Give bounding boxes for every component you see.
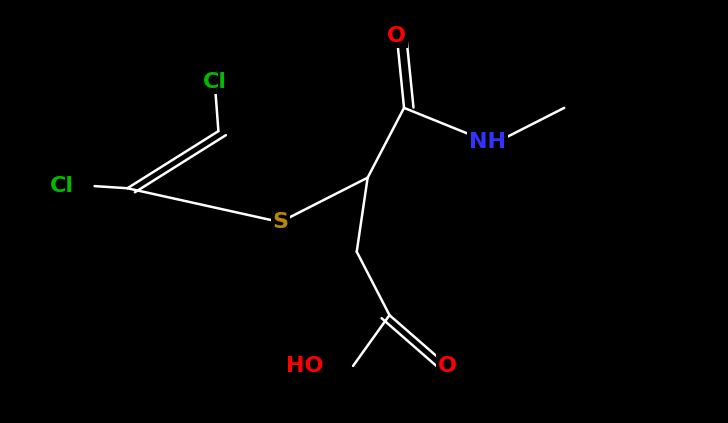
Text: NH: NH: [470, 132, 506, 152]
Text: O: O: [438, 356, 457, 376]
Text: Cl: Cl: [50, 176, 74, 196]
Text: Cl: Cl: [203, 72, 226, 93]
Text: O: O: [387, 26, 406, 46]
Text: HO: HO: [286, 356, 324, 376]
Text: S: S: [272, 212, 288, 232]
